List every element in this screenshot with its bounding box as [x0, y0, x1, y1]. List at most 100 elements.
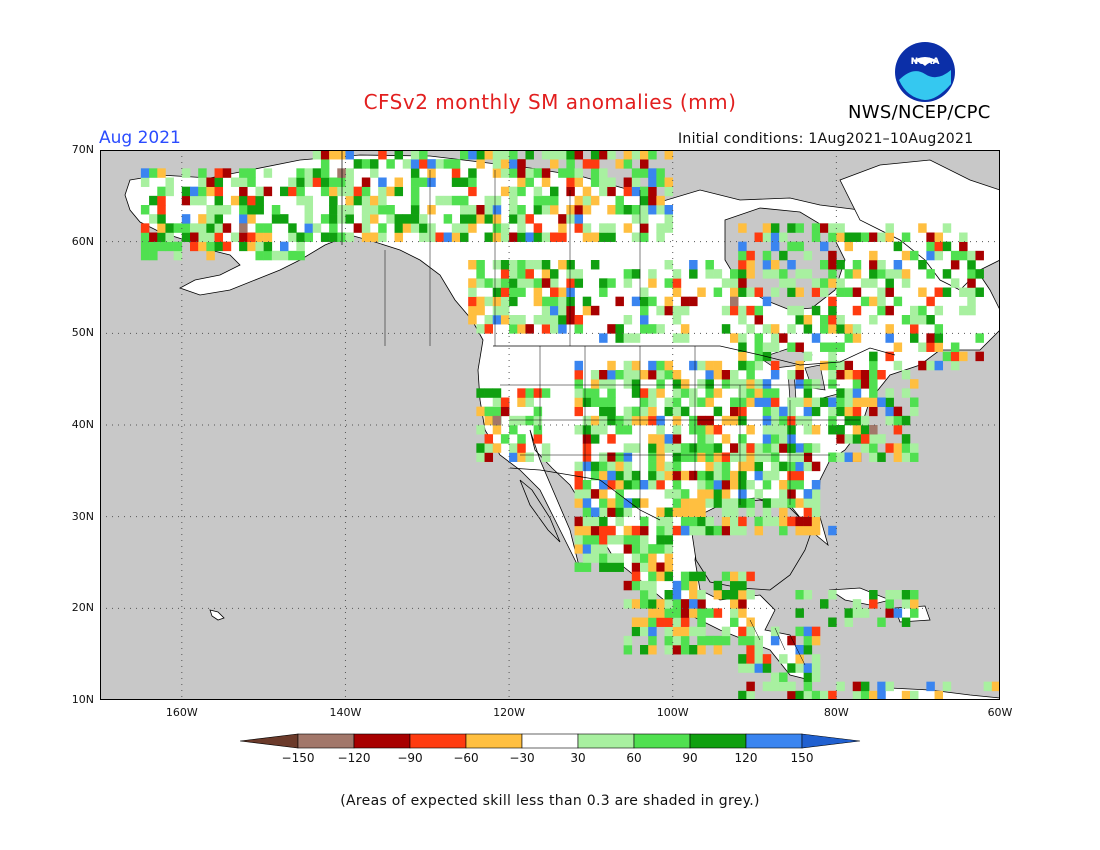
anomaly-cell	[255, 232, 264, 242]
anomaly-cell	[623, 599, 633, 609]
anomaly-cell	[550, 324, 559, 334]
anomaly-cell	[803, 324, 813, 334]
anomaly-cell	[689, 645, 698, 655]
anomaly-cell	[828, 617, 837, 627]
anomaly-cell	[648, 645, 657, 655]
anomaly-cell	[713, 388, 723, 398]
anomaly-cell	[222, 241, 232, 252]
anomaly-cell	[762, 443, 772, 453]
anomaly-cell	[631, 535, 641, 545]
anomaly-cell	[640, 516, 649, 527]
anomaly-cell	[509, 269, 518, 279]
colorbar-tick-label: −90	[397, 751, 423, 765]
anomaly-cell	[509, 296, 518, 307]
anomaly-cell	[607, 406, 616, 417]
anomaly-cell	[959, 241, 968, 252]
anomaly-cell	[263, 241, 273, 252]
anomaly-cell	[689, 388, 698, 398]
anomaly-cell	[623, 177, 633, 187]
anomaly-cell	[476, 205, 485, 215]
anomaly-cell	[296, 177, 305, 187]
anomaly-cell	[746, 626, 755, 637]
anomaly-cell	[901, 443, 911, 453]
anomaly-cell	[869, 397, 878, 407]
anomaly-cell	[656, 379, 665, 389]
anomaly-cell	[844, 452, 854, 462]
anomaly-cell	[787, 681, 796, 692]
anomaly-cell	[533, 425, 543, 435]
anomaly-cell	[680, 507, 690, 517]
anomaly-cell	[648, 360, 657, 371]
anomaly-cell	[410, 168, 420, 178]
anomaly-cell	[353, 159, 363, 169]
anomaly-cell	[738, 278, 747, 288]
anomaly-cell	[893, 443, 903, 453]
anomaly-cell	[558, 296, 567, 307]
anomaly-cell	[787, 498, 796, 508]
anomaly-cell	[975, 269, 984, 279]
anomaly-cell	[607, 232, 616, 242]
anomaly-cell	[500, 159, 510, 169]
anomaly-cell	[656, 461, 665, 472]
anomaly-cell	[721, 461, 731, 472]
anomaly-cell	[500, 232, 510, 242]
anomaly-cell	[492, 214, 502, 224]
anomaly-cell	[860, 443, 870, 453]
anomaly-cell	[844, 388, 854, 398]
anomaly-cell	[615, 452, 624, 462]
anomaly-cell	[640, 562, 649, 572]
anomaly-cell	[656, 415, 665, 426]
anomaly-cell	[811, 287, 821, 297]
anomaly-cell	[623, 205, 633, 215]
anomaly-cell	[697, 645, 706, 655]
anomaly-cell	[394, 214, 404, 224]
anomaly-cell	[378, 223, 387, 233]
anomaly-cell	[615, 489, 624, 499]
anomaly-cell	[631, 388, 641, 398]
anomaly-cell	[443, 159, 453, 169]
anomaly-cell	[460, 232, 469, 242]
anomaly-cell	[599, 370, 608, 380]
anomaly-cell	[435, 232, 444, 242]
anomaly-cell	[222, 205, 232, 215]
anomaly-cell	[721, 635, 731, 646]
anomaly-cell	[991, 681, 1000, 692]
anomaly-cell	[672, 269, 682, 279]
anomaly-cell	[918, 360, 927, 371]
anomaly-cell	[419, 177, 428, 187]
colorbar-segment	[633, 733, 691, 749]
anomaly-cell	[492, 315, 502, 325]
anomaly-cell	[762, 425, 772, 435]
anomaly-cell	[239, 223, 248, 233]
anomaly-cell	[566, 260, 575, 270]
anomaly-cell	[517, 186, 526, 197]
anomaly-cell	[680, 599, 690, 609]
anomaly-cell	[509, 205, 518, 215]
anomaly-cell	[795, 269, 804, 279]
anomaly-cell	[877, 452, 886, 462]
anomaly-cell	[901, 388, 911, 398]
anomaly-cell	[607, 470, 616, 481]
anomaly-cell	[754, 645, 764, 655]
anomaly-cell	[672, 608, 682, 618]
anomaly-cell	[582, 452, 592, 462]
anomaly-cell	[910, 397, 919, 407]
anomaly-cell	[468, 260, 477, 270]
anomaly-cell	[738, 571, 747, 582]
anomaly-cell	[697, 516, 706, 527]
anomaly-cell	[590, 177, 600, 187]
anomaly-cell	[811, 690, 821, 700]
anomaly-cell	[770, 360, 780, 371]
initial-conditions: Initial conditions: 1Aug2021–10Aug2021	[678, 131, 974, 147]
anomaly-cell	[746, 324, 755, 334]
anomaly-cell	[844, 370, 854, 380]
anomaly-cell	[901, 590, 911, 600]
anomaly-cell	[738, 388, 747, 398]
anomaly-cell	[950, 360, 960, 371]
anomaly-cell	[386, 205, 395, 215]
anomaly-cell	[582, 388, 592, 398]
anomaly-cell	[869, 590, 878, 600]
anomaly-cell	[877, 617, 886, 627]
anomaly-cell	[648, 324, 657, 334]
anomaly-cell	[631, 360, 641, 371]
